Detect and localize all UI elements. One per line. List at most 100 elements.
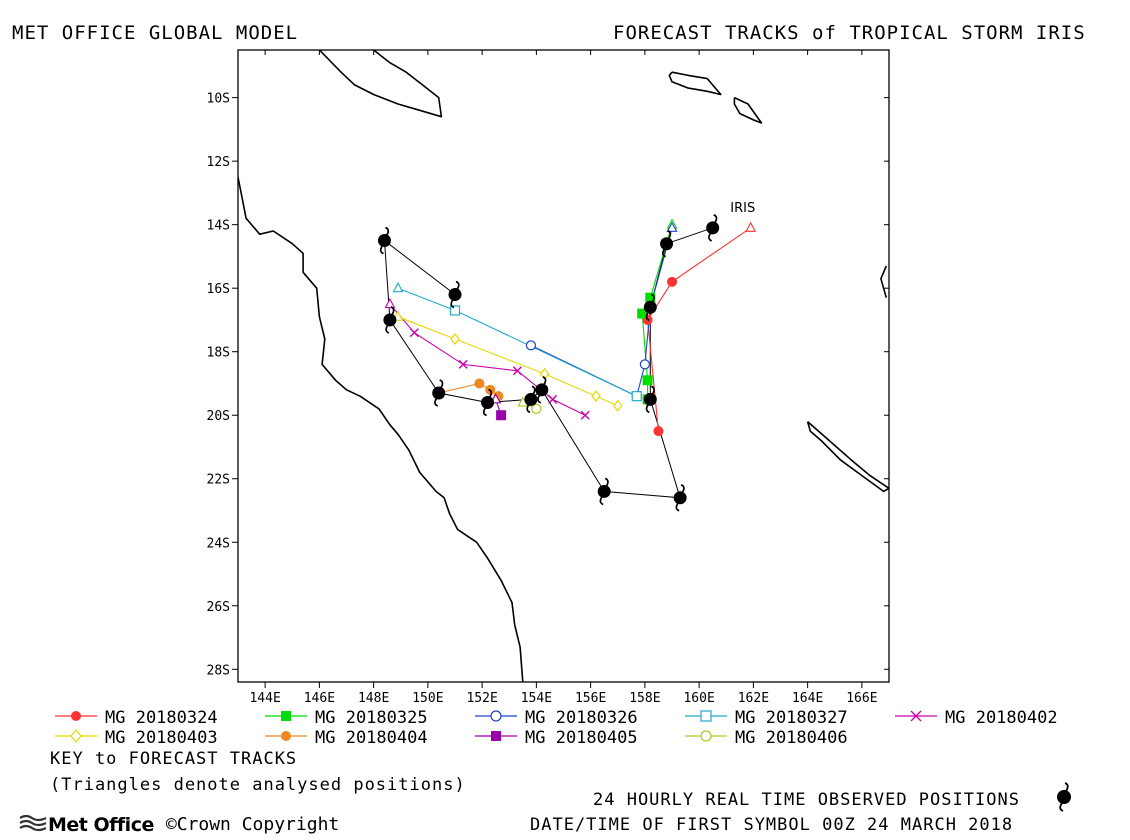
storm-name-label: IRIS — [730, 201, 755, 216]
observed-cyclone-symbol — [383, 306, 397, 334]
coastline — [318, 50, 443, 118]
y-tick-label: 14S — [207, 219, 230, 234]
cyclone-core — [660, 237, 674, 251]
header-right: FORECAST TRACKS of TROPICAL STORM IRIS — [613, 22, 1086, 44]
legend-line-icon — [895, 708, 945, 728]
coastline — [238, 176, 524, 682]
cyclone-arm — [650, 293, 655, 303]
cyclone-arm — [542, 376, 547, 386]
cyclone-arm — [385, 324, 390, 334]
x-tick-label: 160E — [683, 691, 714, 706]
cyclone-arm — [667, 229, 672, 240]
forecast-point-marker — [474, 378, 485, 389]
forecast-point-marker — [580, 410, 590, 420]
observed-cyclone-symbol — [643, 385, 657, 414]
forecast-point-marker — [496, 410, 507, 421]
legend-label: MG 20180406 — [735, 728, 848, 748]
x-tick-label: 162E — [738, 691, 769, 706]
cyclone-core — [673, 491, 687, 505]
observed-cyclone-symbol — [481, 388, 495, 417]
forecast-point-marker — [450, 333, 460, 345]
forecast-point-marker — [591, 390, 601, 403]
forecast-point-marker — [631, 391, 642, 402]
cyclone-arm — [450, 299, 455, 309]
cyclone-arm — [680, 484, 685, 494]
legend-label: MG 20180405 — [525, 728, 638, 748]
analysed-position-triangle — [745, 221, 757, 232]
coastline — [733, 96, 763, 124]
x-tick-label: 156E — [575, 691, 606, 706]
legend-label: MG 20180324 — [105, 708, 218, 728]
observed-cyclone-symbol — [535, 376, 549, 404]
observed-cyclone-symbol — [524, 385, 538, 414]
y-tick-label: 24S — [207, 536, 230, 551]
x-tick-label: 148E — [358, 691, 389, 706]
cyclone-core — [643, 300, 657, 314]
plot-frame — [237, 49, 890, 683]
cyclone-arm — [537, 394, 542, 404]
cyclone-arm — [661, 248, 666, 258]
forecast-point-marker — [645, 292, 656, 303]
forecast-track-line — [397, 316, 619, 407]
met-office-logo-text: Met Office — [48, 813, 154, 836]
y-tick-label: 16S — [207, 282, 230, 297]
header-left: MET OFFICE GLOBAL MODEL — [12, 22, 299, 44]
legend-key-title: KEY to FORECAST TRACKS — [50, 749, 298, 769]
x-tick-label: 164E — [792, 691, 823, 706]
forecast-point-marker — [612, 399, 623, 412]
x-tick-label: 144E — [249, 691, 280, 706]
cyclone-arm — [604, 477, 609, 487]
y-tick-label: 12S — [207, 155, 230, 170]
copyright-notice: ©Crown Copyright — [165, 814, 340, 835]
legend-line-icon — [685, 728, 735, 748]
legend-label: MG 20180325 — [315, 708, 428, 728]
forecast-point-marker — [458, 359, 468, 369]
legend-item-20180327: MG 20180327 — [685, 708, 848, 728]
cyclone-arm — [385, 226, 390, 237]
observed-cyclone-symbol — [660, 229, 674, 258]
cyclone-core — [597, 484, 611, 498]
copyright-text: Crown Copyright — [176, 814, 340, 835]
y-tick-label: 20S — [207, 409, 230, 424]
x-tick-label: 146E — [304, 691, 335, 706]
legend-item-20180404: MG 20180404 — [265, 728, 428, 748]
observed-positions-label: 24 HOURLY REAL TIME OBSERVED POSITIONS — [593, 790, 1020, 810]
cyclone-arm — [713, 214, 718, 224]
legend-line-icon — [685, 708, 735, 728]
legend-line-icon — [265, 728, 315, 748]
legend-key-note: (Triangles denote analysed positions) — [50, 775, 466, 795]
legend-line-icon — [265, 708, 315, 728]
forecast-point-marker — [642, 375, 653, 386]
forecast-point-marker — [653, 426, 664, 437]
cyclone-arm — [531, 385, 536, 395]
cyclone-core — [524, 392, 538, 406]
cyclone-symbol-icon — [1052, 782, 1076, 816]
first-symbol-datetime: DATE/TIME OF FIRST SYMBOL 00Z 24 MARCH 2… — [530, 815, 1014, 835]
legend-label: MG 20180403 — [105, 728, 218, 748]
forecast-point-marker — [637, 308, 648, 319]
forecast-point-marker — [531, 403, 542, 414]
y-tick-label: 18S — [207, 346, 230, 361]
observed-cyclone-symbol — [643, 293, 657, 322]
forecast-track-line — [647, 227, 752, 432]
cyclone-arm — [379, 245, 384, 255]
forecast-track-line — [438, 382, 499, 397]
legend-item-20180402: MG 20180402 — [895, 708, 1058, 728]
y-tick-label: 10S — [207, 92, 230, 107]
met-office-logo-icon — [18, 812, 48, 837]
met-office-logo: Met Office ©Crown Copyright — [18, 812, 339, 837]
cyclone-arm — [708, 232, 713, 242]
cyclone-arm — [675, 502, 680, 512]
cyclone-arm — [599, 495, 604, 506]
forecast-track-line — [397, 287, 637, 397]
analysed-position-triangle — [392, 282, 404, 293]
legend-item-20180406: MG 20180406 — [685, 728, 848, 748]
cyclone-arm — [645, 403, 650, 414]
cyclone-core — [377, 234, 391, 248]
cyclone-core — [643, 392, 657, 406]
observed-cyclone-symbol — [377, 226, 391, 255]
legend-item-20180403: MG 20180403 — [55, 728, 218, 748]
cyclone-core — [383, 313, 397, 327]
legend-line-icon — [55, 708, 105, 728]
legend-label: MG 20180404 — [315, 728, 428, 748]
